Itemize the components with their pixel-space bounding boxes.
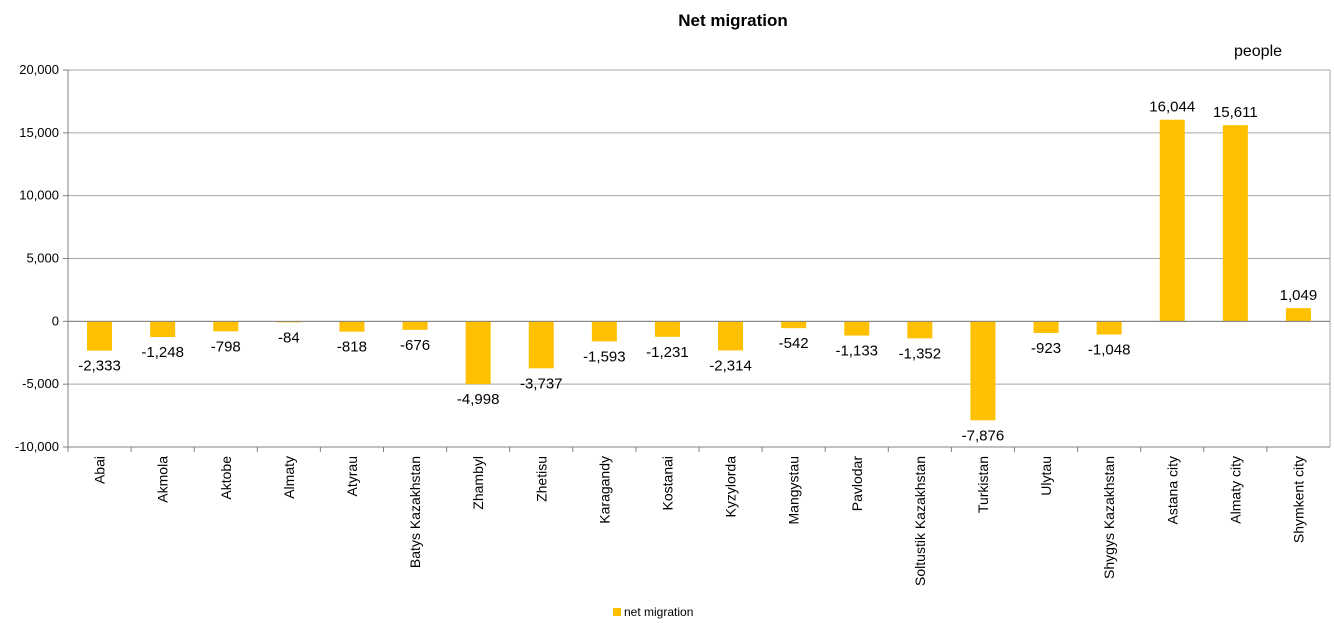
- x-tick-label: Atyrau: [344, 456, 360, 496]
- bar: [1096, 321, 1122, 335]
- y-tick-label: 15,000: [19, 125, 59, 140]
- data-label: -1,048: [1088, 342, 1131, 359]
- data-label: -3,737: [520, 375, 563, 392]
- x-tick-label: Akmola: [155, 456, 171, 503]
- y-tick-label: -10,000: [15, 439, 59, 454]
- data-label: 15,611: [1213, 104, 1258, 121]
- x-tick-label: Astana city: [1164, 456, 1180, 524]
- x-tick-label: Zhetisu: [533, 456, 549, 502]
- y-tick-label: 5,000: [26, 251, 59, 266]
- bar: [1222, 125, 1248, 322]
- x-tick-label: Ulytau: [1038, 456, 1054, 496]
- x-tick-label: Mangystau: [786, 456, 802, 524]
- bar: [591, 321, 617, 342]
- gridlines: [68, 69, 1330, 448]
- y-axis: -10,000 -5,000 0 5,000 10,000 15,000 20,000: [15, 62, 1331, 454]
- bar: [528, 321, 554, 369]
- bar: [654, 321, 680, 337]
- bar: [465, 321, 491, 385]
- data-label: -2,314: [709, 357, 752, 374]
- x-tick-label: Batys Kazakhstan: [407, 456, 423, 568]
- unit-label: people: [1234, 43, 1282, 60]
- x-tick-label: Soltustik Kazakhstan: [912, 456, 928, 586]
- data-labels: -2,333 -1,248 -798 -84 -818 -676 -4,998 -3,737 -…: [78, 99, 1317, 445]
- data-label: -676: [400, 337, 430, 354]
- bar: [87, 321, 113, 351]
- bar: [970, 321, 996, 421]
- bar: [718, 321, 744, 351]
- bar: [907, 321, 933, 339]
- legend-label: net migration: [624, 605, 693, 619]
- data-label: -1,248: [141, 344, 184, 361]
- x-tick-label: Kyzylorda: [723, 456, 739, 518]
- x-tick-label: Shygys Kazakhstan: [1101, 456, 1117, 579]
- y-tick-label: 20,000: [19, 62, 59, 77]
- x-tick-label: Almaty: [281, 456, 297, 499]
- data-label: -2,333: [78, 358, 121, 375]
- x-tick-label: Zhambyl: [470, 456, 486, 510]
- bar: [781, 321, 807, 329]
- data-label: -1,231: [646, 344, 689, 361]
- bar: [339, 321, 365, 332]
- data-label: 1,049: [1280, 287, 1318, 304]
- x-tick-label: Aktobe: [218, 456, 234, 500]
- data-label: -7,876: [962, 427, 1005, 444]
- chart-title: Net migration: [678, 11, 788, 30]
- bar: [844, 321, 870, 336]
- data-label: 16,044: [1149, 99, 1195, 116]
- x-tick-label: Karagandy: [596, 456, 612, 524]
- legend: net migration: [613, 605, 693, 619]
- x-tick-label: Kostanai: [659, 456, 675, 510]
- x-tick-label: Pavlodar: [849, 456, 865, 512]
- bar: [402, 321, 428, 330]
- x-tick-label: Abai: [92, 456, 108, 484]
- y-tick-label: -5,000: [22, 376, 59, 391]
- bar: [1285, 308, 1311, 322]
- bar: [213, 321, 239, 332]
- bar: [150, 321, 176, 338]
- bars: [87, 119, 1311, 421]
- x-tick-label: Shymkent city: [1290, 456, 1306, 543]
- data-label: -818: [337, 339, 367, 356]
- x-tick-label: Turkistan: [975, 456, 991, 513]
- data-label: -1,352: [899, 345, 942, 362]
- data-label: -1,593: [583, 348, 626, 365]
- bar: [1159, 119, 1185, 322]
- data-label: -4,998: [457, 391, 500, 408]
- bar: [276, 321, 302, 323]
- data-label: -798: [211, 338, 241, 355]
- legend-swatch: [613, 608, 621, 616]
- bar: [1033, 321, 1059, 333]
- data-label: -923: [1031, 340, 1061, 357]
- data-label: -542: [779, 335, 809, 352]
- data-label: -1,133: [835, 343, 878, 360]
- x-tick-label: Almaty city: [1227, 456, 1243, 524]
- y-tick-label: 10,000: [19, 188, 59, 203]
- data-label: -84: [278, 329, 300, 346]
- y-tick-label: 0: [52, 313, 59, 328]
- x-axis: Abai Akmola Aktobe Almaty Atyrau Batys Kazakh…: [67, 320, 1330, 586]
